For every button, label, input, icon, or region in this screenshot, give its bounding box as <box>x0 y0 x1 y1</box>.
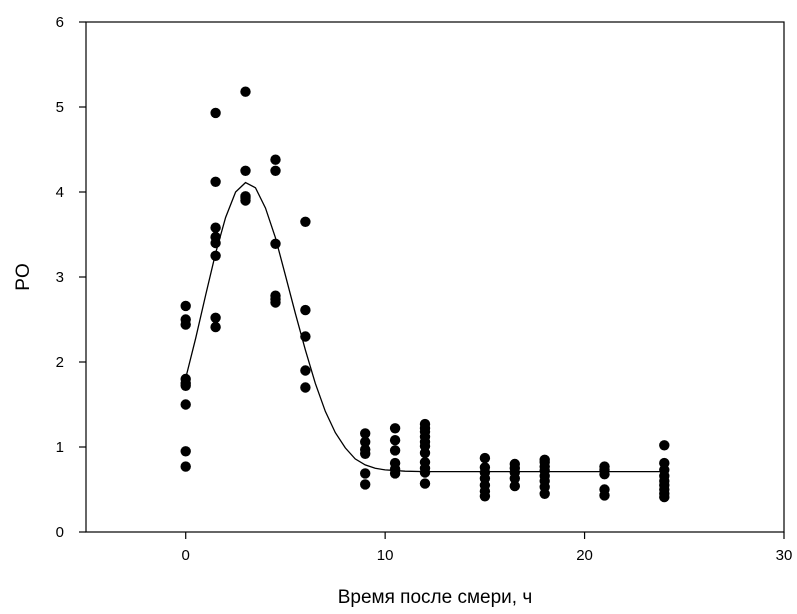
data-point <box>509 480 520 492</box>
data-point <box>240 86 251 97</box>
data-point <box>180 314 191 325</box>
data-point <box>599 461 610 472</box>
data-point <box>659 457 670 469</box>
data-point <box>479 462 491 473</box>
data-points <box>180 86 670 503</box>
data-point <box>180 300 191 312</box>
data-point <box>180 399 191 410</box>
data-point <box>360 444 371 455</box>
plot-frame <box>85 21 785 533</box>
data-point <box>539 454 550 465</box>
data-point <box>210 231 221 243</box>
fitted-curve-line <box>185 181 665 473</box>
data-point <box>270 154 281 165</box>
data-point <box>270 165 281 176</box>
data-point <box>419 478 431 489</box>
data-point <box>300 365 311 376</box>
x-tick-label: 30 <box>776 547 793 564</box>
data-point <box>509 458 520 470</box>
data-point <box>389 423 401 434</box>
data-point <box>210 312 221 323</box>
y-axis-title: PO <box>13 263 34 290</box>
data-point <box>240 191 251 202</box>
data-point <box>389 435 401 446</box>
data-point <box>419 457 431 468</box>
y-tick-label: 6 <box>56 14 64 31</box>
x-axis: 0 10 20 30 <box>182 532 793 564</box>
data-point <box>360 428 371 439</box>
y-axis: 0 1 2 3 4 5 6 <box>56 14 86 541</box>
y-tick-label: 4 <box>56 184 64 201</box>
data-point <box>300 216 311 227</box>
data-point <box>210 222 221 233</box>
data-point <box>180 373 191 385</box>
data-point <box>659 440 670 451</box>
data-point <box>389 457 401 469</box>
data-point <box>360 436 371 448</box>
data-point <box>389 445 401 456</box>
data-point <box>300 304 311 316</box>
data-point <box>240 165 251 176</box>
data-point <box>210 107 221 119</box>
y-tick-label: 5 <box>56 99 64 116</box>
data-point <box>360 468 371 479</box>
x-tick-label: 20 <box>576 547 593 564</box>
y-tick-label: 2 <box>56 354 64 371</box>
data-point <box>270 290 281 301</box>
data-point <box>210 321 221 333</box>
data-point <box>180 446 191 457</box>
data-point <box>300 382 311 393</box>
x-tick-label: 0 <box>182 547 190 564</box>
data-point <box>180 461 191 472</box>
data-point <box>210 176 221 187</box>
data-point <box>210 250 221 261</box>
data-point <box>479 452 491 464</box>
x-tick-label: 10 <box>377 547 394 564</box>
data-point <box>360 479 371 490</box>
data-point <box>419 418 431 430</box>
plot-area <box>85 21 785 533</box>
data-point <box>599 484 610 495</box>
y-tick-label: 0 <box>56 524 64 541</box>
y-tick-label: 3 <box>56 269 64 286</box>
y-tick-label: 1 <box>56 439 64 456</box>
data-point <box>270 238 281 249</box>
data-point <box>300 331 311 342</box>
x-axis-title: Время после смери, ч <box>338 587 533 608</box>
